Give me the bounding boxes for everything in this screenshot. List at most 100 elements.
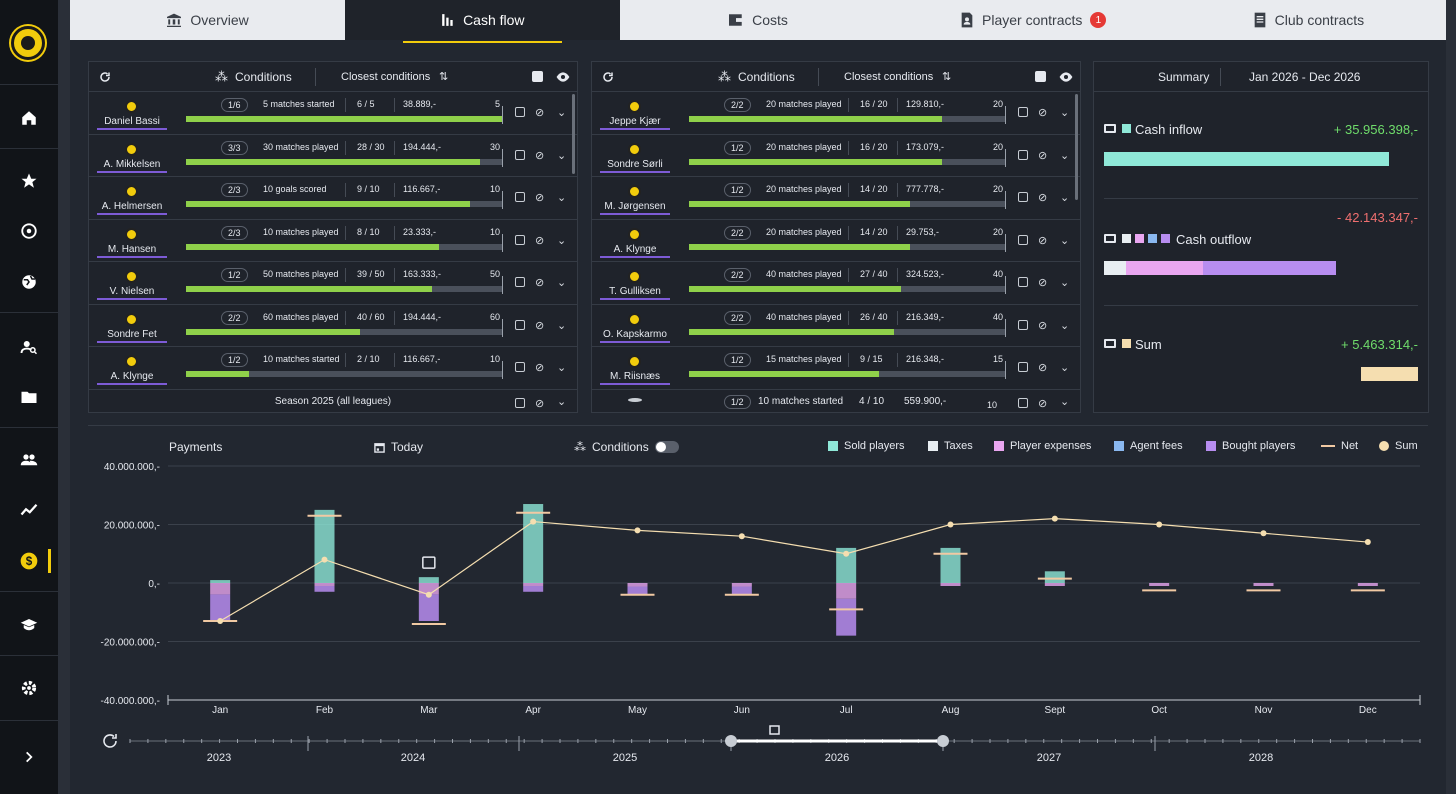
- list-item[interactable]: M. Jørgensen 1/2 20 matches played 14 / 20 7…: [592, 177, 1080, 220]
- gear-icon[interactable]: [0, 668, 58, 708]
- scout-search-icon[interactable]: [0, 327, 58, 367]
- closest-conditions-label[interactable]: Closest conditions: [844, 70, 934, 83]
- tab-cash-flow[interactable]: Cash flow: [345, 0, 621, 43]
- legend-item[interactable]: Sum: [1379, 440, 1418, 452]
- eye-slash-icon[interactable]: ⊘: [535, 319, 545, 332]
- eye-slash-icon[interactable]: ⊘: [535, 277, 545, 289]
- player-name[interactable]: M. Riisnæs: [600, 371, 670, 385]
- row-checkbox[interactable]: [515, 107, 525, 117]
- player-name[interactable]: Daniel Bassi: [97, 116, 167, 130]
- chevron-down-icon[interactable]: ⌄: [1060, 319, 1070, 332]
- eye-slash-icon[interactable]: ⊘: [1038, 107, 1048, 119]
- chevron-down-icon[interactable]: ⌄: [557, 107, 567, 119]
- list-item[interactable]: A. Klynge 2/2 20 matches played 14 / 20 29.7…: [592, 220, 1080, 262]
- list-item[interactable]: Daniel Bassi 1/6 5 matches started 6 / 5 38.…: [89, 92, 577, 135]
- list-item[interactable]: A. Helmersen 2/3 10 goals scored 9 / 10 116.…: [89, 177, 577, 220]
- row-checkbox[interactable]: [1018, 398, 1028, 408]
- eye-slash-icon[interactable]: ⊘: [1038, 362, 1048, 374]
- today-button[interactable]: Today: [374, 440, 423, 454]
- legend-item[interactable]: Net: [1321, 440, 1358, 452]
- graduation-cap-icon[interactable]: [0, 605, 58, 645]
- conditions-label[interactable]: Conditions: [235, 69, 292, 84]
- list-item[interactable]: Sondre Fet 2/2 60 matches played 40 / 60 194…: [89, 305, 577, 347]
- timeline-reset-icon[interactable]: [103, 734, 117, 748]
- row-checkbox[interactable]: [1018, 362, 1028, 372]
- refresh-icon[interactable]: [99, 71, 111, 83]
- chevron-down-icon[interactable]: ⌄: [1060, 362, 1070, 374]
- football-icon[interactable]: [0, 211, 58, 251]
- eye-slash-icon[interactable]: ⊘: [1038, 277, 1048, 289]
- chevron-down-icon[interactable]: ⌄: [557, 149, 567, 162]
- tab-player-contracts[interactable]: Player contracts 1: [896, 0, 1171, 40]
- eye-slash-icon[interactable]: ⊘: [535, 234, 545, 247]
- list-item[interactable]: A. Mikkelsen 3/3 30 matches played 28 / 30 1…: [89, 135, 577, 177]
- player-name[interactable]: Jeppe Kjær: [600, 116, 670, 130]
- select-all-checkbox[interactable]: [1035, 71, 1046, 82]
- player-name[interactable]: A. Mikkelsen: [97, 159, 167, 173]
- row-checkbox[interactable]: [515, 277, 525, 287]
- finance-icon[interactable]: $: [0, 541, 58, 581]
- home-icon[interactable]: [0, 98, 58, 138]
- player-name[interactable]: M. Hansen: [97, 244, 167, 258]
- row-checkbox[interactable]: [1018, 107, 1028, 117]
- people-icon[interactable]: [0, 440, 58, 480]
- list-item[interactable]: Sondre Sørli 1/2 20 matches played 16 / 20 1…: [592, 135, 1080, 177]
- legend-item[interactable]: Taxes: [928, 440, 973, 452]
- summary-period[interactable]: Jan 2026 - Dec 2026: [1249, 69, 1361, 84]
- sort-icon[interactable]: ⇅: [942, 71, 952, 83]
- tab-costs[interactable]: Costs: [620, 0, 895, 40]
- range-handle-start[interactable]: [725, 735, 737, 747]
- chevron-down-icon[interactable]: ⌄: [557, 362, 567, 374]
- refresh-icon[interactable]: [602, 71, 614, 83]
- eye-slash-icon[interactable]: ⊘: [1038, 192, 1048, 204]
- eye-slash-icon[interactable]: ⊘: [535, 192, 545, 204]
- chevron-right-icon[interactable]: [0, 737, 58, 777]
- chevron-down-icon[interactable]: ⌄: [1060, 192, 1070, 204]
- eye-slash-icon[interactable]: ⊘: [1038, 149, 1048, 162]
- row-checkbox[interactable]: [1018, 234, 1028, 245]
- eye-slash-icon[interactable]: ⊘: [1038, 319, 1048, 332]
- eye-icon[interactable]: [556, 71, 570, 83]
- trend-icon[interactable]: [0, 490, 58, 530]
- legend-item[interactable]: Player expenses: [994, 440, 1091, 452]
- row-checkbox[interactable]: [515, 398, 525, 408]
- tab-club-contracts[interactable]: Club contracts: [1171, 0, 1446, 40]
- player-name[interactable]: O. Kapskarmo: [600, 329, 670, 343]
- eye-slash-icon[interactable]: ⊘: [1038, 398, 1048, 410]
- chevron-down-icon[interactable]: ⌄: [557, 234, 567, 247]
- legend-item[interactable]: Agent fees: [1114, 440, 1183, 452]
- list-item[interactable]: Jeppe Kjær 2/2 20 matches played 16 / 20 129…: [592, 92, 1080, 135]
- eye-slash-icon[interactable]: ⊘: [1038, 234, 1048, 247]
- select-all-checkbox[interactable]: [532, 71, 543, 82]
- player-name[interactable]: M. Jørgensen: [600, 201, 670, 215]
- player-name[interactable]: A. Klynge: [97, 371, 167, 385]
- conditions-toggle[interactable]: [654, 441, 679, 453]
- row-checkbox[interactable]: [515, 319, 525, 330]
- eye-slash-icon[interactable]: ⊘: [535, 107, 545, 119]
- list-item[interactable]: T. Gulliksen 2/2 40 matches played 27 / 40 3…: [592, 262, 1080, 305]
- row-checkbox[interactable]: [515, 192, 525, 202]
- player-name[interactable]: A. Klynge: [600, 244, 670, 258]
- row-checkbox[interactable]: [1018, 149, 1028, 160]
- player-name[interactable]: A. Helmersen: [97, 201, 167, 215]
- chevron-down-icon[interactable]: ⌄: [557, 277, 567, 289]
- chevron-down-icon[interactable]: ⌄: [1060, 277, 1070, 289]
- player-name[interactable]: T. Gulliksen: [600, 286, 670, 300]
- player-name[interactable]: Sondre Fet: [97, 329, 167, 343]
- chevron-down-icon[interactable]: ⌄: [1060, 234, 1070, 247]
- scrollbar[interactable]: [1075, 94, 1078, 200]
- chevron-down-icon[interactable]: ⌄: [557, 396, 567, 408]
- legend-item[interactable]: Sold players: [828, 440, 905, 452]
- row-checkbox[interactable]: [515, 149, 525, 160]
- folder-icon[interactable]: [0, 377, 58, 417]
- list-item[interactable]: M. Hansen 2/3 10 matches played 8 / 10 23.33…: [89, 220, 577, 262]
- tab-overview[interactable]: Overview: [70, 0, 345, 40]
- eye-slash-icon[interactable]: ⊘: [535, 398, 545, 410]
- sort-icon[interactable]: ⇅: [439, 71, 449, 83]
- legend-item[interactable]: Bought players: [1206, 440, 1295, 452]
- list-item[interactable]: O. Kapskarmo 2/2 40 matches played 26 / 40 2…: [592, 305, 1080, 347]
- row-checkbox[interactable]: [1018, 192, 1028, 202]
- eye-slash-icon[interactable]: ⊘: [535, 362, 545, 374]
- eye-icon[interactable]: [1059, 71, 1073, 83]
- chevron-down-icon[interactable]: ⌄: [557, 319, 567, 332]
